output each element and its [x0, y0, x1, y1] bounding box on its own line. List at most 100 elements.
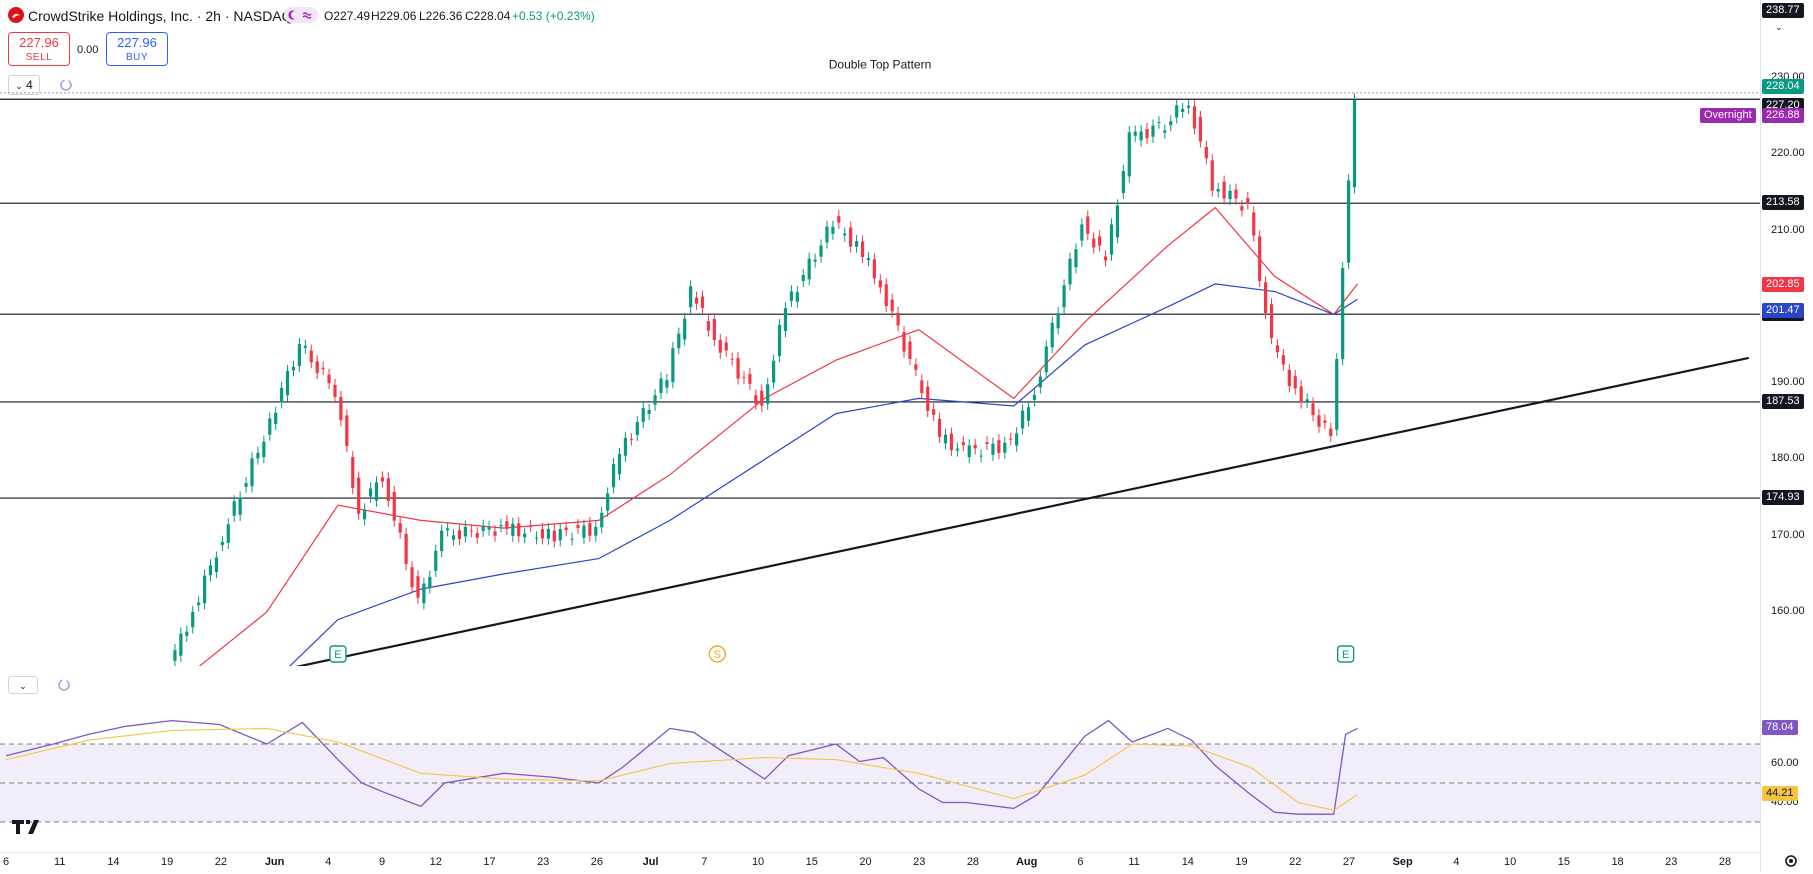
- tradingview-logo-icon[interactable]: [12, 817, 44, 840]
- candle-body: [351, 457, 355, 489]
- ma-slow-price-label[interactable]: 201.47: [1762, 302, 1804, 318]
- earnings-icon[interactable]: E: [329, 645, 347, 663]
- candle-body: [1121, 170, 1125, 194]
- time-tick-label: 15: [805, 856, 818, 868]
- event-frame: [1336, 645, 1355, 663]
- indicators-toggle[interactable]: ⌄ 4: [8, 75, 40, 95]
- time-tick-label: 22: [1289, 856, 1302, 868]
- candle-body: [1299, 386, 1303, 403]
- candle-body: [1204, 146, 1208, 159]
- candle-body: [872, 259, 876, 279]
- refresh-icon[interactable]: [56, 677, 72, 698]
- ma-fast-price-label[interactable]: 202.85: [1762, 277, 1804, 293]
- candle-body: [315, 361, 319, 373]
- candle-body: [1151, 125, 1155, 137]
- candle-body: [1335, 359, 1339, 430]
- candle-body: [611, 464, 616, 488]
- candle-body: [647, 409, 651, 414]
- price-tick-label: 220.00: [1771, 147, 1805, 160]
- overnight-price-label[interactable]: 226.88: [1762, 107, 1804, 123]
- price-chart[interactable]: Double Top Pattern E S E: [0, 36, 1760, 666]
- level-price-label[interactable]: 174.93: [1762, 490, 1804, 506]
- candle-body: [1062, 285, 1066, 308]
- buy-price: 227.96: [117, 35, 157, 50]
- price-tick-label: 180.00: [1771, 452, 1805, 465]
- sell-price: 227.96: [19, 35, 59, 50]
- candle-body: [410, 567, 414, 588]
- candle-body: [558, 529, 562, 541]
- candle-body: [1038, 376, 1042, 388]
- candle-body: [327, 374, 331, 384]
- moving-average-slow: [289, 283, 1358, 666]
- overnight-label[interactable]: Overnight: [1700, 107, 1756, 123]
- dividend-icon[interactable]: S: [708, 645, 727, 663]
- rsi-band-fill: [0, 744, 1760, 822]
- moving-average-fast: [198, 206, 1358, 666]
- candle-body: [1103, 256, 1108, 261]
- settings-gear-icon[interactable]: [1783, 853, 1799, 874]
- time-tick-label: 18: [1611, 856, 1624, 868]
- chart-header: CrowdStrike Holdings, Inc. · 2h · NASDAQ…: [0, 0, 1760, 36]
- pattern-annotation[interactable]: Double Top Pattern: [829, 58, 932, 72]
- rsi-ma-value-label[interactable]: 44.21: [1762, 786, 1798, 802]
- candle-body: [677, 333, 681, 349]
- candle-body: [1032, 394, 1037, 400]
- candle-body: [280, 387, 284, 403]
- candle-body: [1003, 442, 1007, 453]
- candle-body: [1181, 108, 1185, 112]
- indicator-count: 4: [26, 78, 33, 92]
- rsi-line: [5, 719, 1358, 815]
- candle-body: [813, 259, 817, 262]
- candle-body: [422, 583, 426, 604]
- session-status-icon[interactable]: [284, 7, 318, 23]
- earnings-icon[interactable]: E: [1336, 645, 1355, 663]
- price-axis[interactable]: USD ⌄ 160.00170.00180.00190.00210.00220.…: [1760, 0, 1813, 872]
- rsi-chart[interactable]: [0, 670, 1760, 852]
- candle-body: [392, 491, 396, 521]
- candle-body: [866, 258, 871, 261]
- candle-body: [363, 509, 367, 520]
- buy-button[interactable]: 227.96 BUY: [106, 32, 168, 66]
- candle-body: [985, 442, 989, 444]
- sell-button[interactable]: 227.96 SELL: [8, 32, 70, 66]
- time-axis[interactable]: 6 11 14 19 22 Jun 4 9 12 17 23 26 Jul 7 10 15 20 23 28 Aug 6…: [0, 852, 1760, 873]
- candle-body: [1228, 190, 1232, 200]
- candle-body: [629, 439, 633, 441]
- level-price-label[interactable]: 238.77: [1762, 2, 1804, 18]
- time-tick-label: Jun: [264, 856, 285, 868]
- candle-body: [523, 533, 527, 538]
- ohlc-close: C228.04: [465, 9, 511, 23]
- level-price-label[interactable]: 187.53: [1762, 393, 1804, 409]
- candle-body: [173, 650, 177, 661]
- level-price-label[interactable]: 213.58: [1762, 195, 1804, 211]
- candle-body: [860, 241, 865, 257]
- candle-body: [594, 526, 598, 536]
- candle-body: [1139, 131, 1143, 141]
- candle-body: [1216, 188, 1220, 192]
- candle-body: [1258, 236, 1262, 282]
- candle-body: [1311, 403, 1315, 416]
- candle-body: [1169, 121, 1173, 126]
- candle-body: [469, 530, 473, 532]
- candle-body: [457, 530, 462, 540]
- candle-body: [1341, 268, 1345, 360]
- candle-body: [386, 478, 390, 501]
- candle-body: [955, 448, 959, 451]
- time-tick-label: 11: [54, 856, 66, 868]
- rsi-value-label[interactable]: 78.04: [1762, 720, 1798, 736]
- refresh-icon[interactable]: [58, 77, 74, 98]
- candle-body: [967, 445, 971, 458]
- trendline[interactable]: [196, 356, 1749, 666]
- candle-body: [1210, 160, 1214, 191]
- sell-label: SELL: [25, 52, 53, 63]
- time-tick-label: 20: [859, 856, 872, 868]
- candle-body: [920, 380, 924, 393]
- symbol-title[interactable]: CrowdStrike Holdings, Inc. · 2h · NASDAQ: [28, 8, 293, 24]
- candle-body: [1020, 410, 1025, 429]
- last-price-label[interactable]: 228.04: [1762, 78, 1804, 94]
- candle-body: [1175, 105, 1179, 118]
- rsi-pane-toggle[interactable]: ⌄: [8, 676, 38, 694]
- candle-body: [831, 226, 835, 234]
- candle-body: [475, 533, 479, 538]
- price-tick-label: 160.00: [1771, 605, 1805, 617]
